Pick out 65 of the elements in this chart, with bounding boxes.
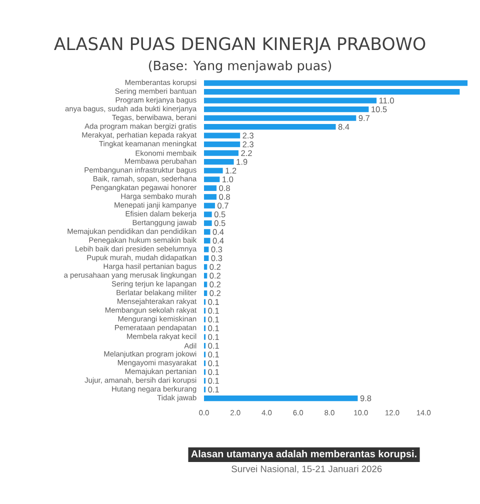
data-label: 10.5: [372, 106, 387, 112]
bar: [204, 142, 240, 148]
data-label: 0.1: [208, 325, 219, 332]
bar: [204, 176, 220, 182]
data-label: 0.1: [208, 308, 219, 314]
data-label: 0.3: [211, 255, 222, 262]
bar: [204, 282, 208, 288]
bar: [204, 229, 210, 235]
chart-subtitle: (Base: Yang menjawab puas): [148, 60, 332, 73]
bar: [204, 124, 336, 130]
data-label: 0.5: [214, 220, 226, 226]
data-label: 0.2: [210, 272, 220, 279]
data-label: 0.4: [212, 228, 224, 235]
data-label: 0.2: [210, 264, 220, 270]
bar: [204, 168, 223, 174]
data-label: 0.2: [210, 290, 220, 296]
bar: [204, 80, 468, 86]
bar: [204, 255, 209, 261]
data-label: 0.8: [219, 185, 230, 192]
data-label: 9.8: [360, 395, 372, 402]
data-label: 11.0: [379, 98, 394, 104]
bar: [204, 238, 210, 244]
data-label: 9.7: [358, 115, 370, 122]
bar: [204, 272, 208, 278]
data-label: 0.5: [214, 211, 226, 218]
bar: [204, 132, 240, 138]
data-label: 1.0: [222, 176, 234, 182]
bar: [204, 202, 215, 208]
data-label: 2.3: [242, 132, 254, 139]
bar: [204, 98, 377, 104]
bar: [204, 212, 212, 218]
data-label: 1.2: [226, 168, 236, 174]
bar: [204, 159, 234, 165]
bar: [204, 89, 460, 95]
data-label: 1.9: [236, 158, 248, 165]
bar: [204, 150, 239, 156]
bar: [204, 246, 209, 252]
bar: [204, 194, 217, 200]
data-label: 0.1: [208, 299, 219, 305]
data-label: 0.2: [210, 282, 220, 288]
data-label: 8.4: [338, 124, 350, 130]
bar: [204, 115, 356, 121]
data-label: 0.1: [208, 378, 219, 384]
data-label: 0.1: [208, 316, 219, 322]
chart-title: ALASAN PUAS DENGAN KINERJA PRABOWO: [54, 37, 426, 54]
data-label: 2.2: [241, 150, 252, 156]
data-label: 0.1: [208, 360, 219, 366]
data-label: 0.3: [211, 246, 222, 252]
data-label: 0.1: [208, 386, 219, 392]
data-label: 0.7: [218, 202, 228, 209]
bar: [204, 106, 369, 112]
data-label: 0.1: [208, 352, 219, 358]
data-label: 0.1: [208, 369, 219, 375]
bar: [204, 264, 208, 270]
bar: [204, 185, 217, 191]
bar: [204, 220, 212, 226]
data-label: 0.1: [208, 342, 219, 349]
data-label: 0.1: [208, 334, 219, 340]
bar: [204, 290, 208, 296]
bar: [204, 395, 358, 402]
text: Survei Nasional, 15-21 Januari 2026: [232, 465, 382, 474]
data-label: 0.8: [219, 194, 230, 200]
data-label: 0.4: [212, 238, 224, 244]
data-label: 2.3: [242, 141, 254, 148]
text: Alasan utamanya adalah memberantas korupsi.: [191, 450, 416, 460]
